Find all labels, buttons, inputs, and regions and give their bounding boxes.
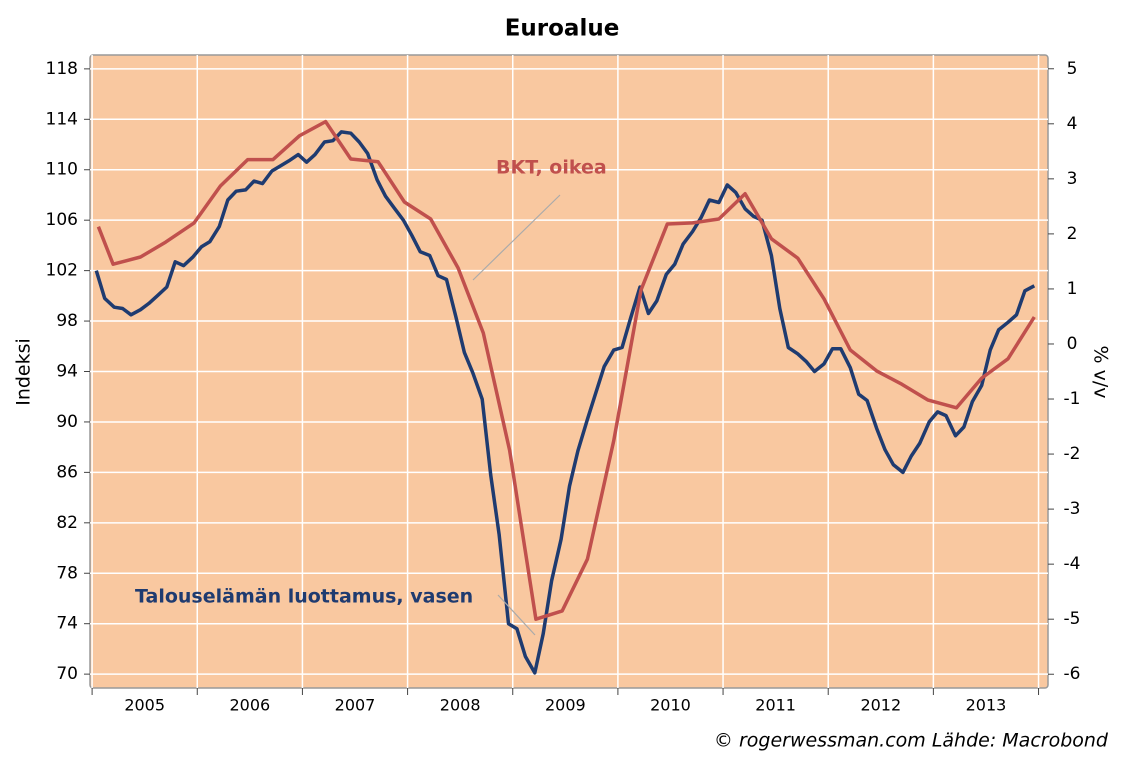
- source: © rogerwessman.com Lähde: Macrobond: [714, 730, 1109, 752]
- y-tick-label: 114: [46, 109, 78, 129]
- y2-tick-label: 5: [1067, 59, 1078, 79]
- y-tick-label: 86: [56, 462, 78, 482]
- y-tick-label: 106: [46, 210, 78, 230]
- x-tick-label: 2010: [650, 696, 691, 715]
- chart-title: Euroalue: [505, 16, 620, 42]
- leader-line: [472, 194, 561, 281]
- y2-tick-label: -4: [1064, 554, 1081, 574]
- y-tick-label: 110: [46, 160, 78, 180]
- annotation: Talouselämän luottamus, vasen: [135, 586, 473, 608]
- y-axis-label: Indeksi: [13, 338, 35, 406]
- y-tick-label: 70: [56, 664, 78, 684]
- leader-line: [497, 594, 536, 636]
- y2-tick-label: -1: [1064, 389, 1081, 409]
- x-tick-label: 2007: [335, 696, 376, 715]
- series-line: [94, 130, 1036, 675]
- y-tick-label: 94: [56, 362, 78, 382]
- x-tick-label: 2011: [755, 696, 796, 715]
- x-tick-label: 2006: [229, 696, 270, 715]
- y-tick-label: 98: [56, 311, 78, 331]
- y2-tick-label: 3: [1067, 169, 1078, 189]
- x-tick-label: 2008: [440, 696, 481, 715]
- y2-tick-label: -2: [1064, 444, 1081, 464]
- x-tick-label: 2013: [966, 696, 1007, 715]
- y2-tick-label: 4: [1067, 114, 1078, 134]
- x-tick-label: 2005: [124, 696, 165, 715]
- x-tick-label: 2009: [545, 696, 586, 715]
- y-tick-label: 82: [56, 513, 78, 533]
- y2-tick-label: -5: [1064, 609, 1081, 629]
- x-tick-label: 2012: [860, 696, 901, 715]
- y2-tick-label: 1: [1067, 279, 1078, 299]
- y-tick-label: 102: [46, 261, 78, 281]
- y2-tick-label: -3: [1064, 499, 1081, 519]
- y-tick-label: 90: [56, 412, 78, 432]
- annotation: BKT, oikea: [496, 157, 607, 179]
- y-tick-label: 74: [56, 614, 78, 634]
- y2-axis-label: % v/v: [1090, 346, 1112, 399]
- y-tick-label: 78: [56, 563, 78, 583]
- y-tick-label: 118: [46, 59, 78, 79]
- y2-tick-label: -6: [1064, 664, 1081, 684]
- y2-tick-label: 0: [1067, 334, 1078, 354]
- series-line: [96, 119, 1036, 621]
- y2-tick-label: 2: [1067, 224, 1078, 244]
